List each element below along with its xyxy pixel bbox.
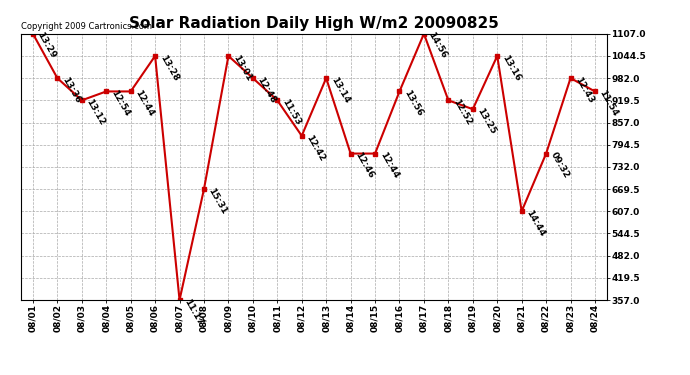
Text: 13:16: 13:16 <box>500 53 522 82</box>
Text: 13:56: 13:56 <box>402 88 424 118</box>
Text: 13:29: 13:29 <box>36 31 58 60</box>
Text: 11:17: 11:17 <box>182 297 204 327</box>
Text: 12:52: 12:52 <box>451 98 473 127</box>
Title: Solar Radiation Daily High W/m2 20090825: Solar Radiation Daily High W/m2 20090825 <box>129 16 499 31</box>
Text: 15:31: 15:31 <box>207 186 229 216</box>
Text: 12:44: 12:44 <box>378 151 400 180</box>
Text: 13:01: 13:01 <box>231 53 253 82</box>
Text: 12:42: 12:42 <box>304 133 326 162</box>
Text: 12:43: 12:43 <box>573 75 595 105</box>
Text: Copyright 2009 Cartronics.com: Copyright 2009 Cartronics.com <box>21 22 152 31</box>
Text: 12:48: 12:48 <box>255 75 278 105</box>
Text: 11:54: 11:54 <box>598 88 620 118</box>
Text: 11:53: 11:53 <box>280 98 302 127</box>
Text: 12:46: 12:46 <box>353 151 375 180</box>
Text: 13:36: 13:36 <box>60 75 82 105</box>
Text: 09:32: 09:32 <box>549 151 571 180</box>
Text: 13:25: 13:25 <box>475 106 497 136</box>
Text: 12:44: 12:44 <box>133 88 156 118</box>
Text: 13:12: 13:12 <box>85 98 107 127</box>
Text: 12:54: 12:54 <box>109 88 131 118</box>
Text: 14:56: 14:56 <box>426 31 449 60</box>
Text: 14:44: 14:44 <box>524 209 546 238</box>
Text: 13:28: 13:28 <box>158 53 180 82</box>
Text: 13:14: 13:14 <box>329 75 351 105</box>
